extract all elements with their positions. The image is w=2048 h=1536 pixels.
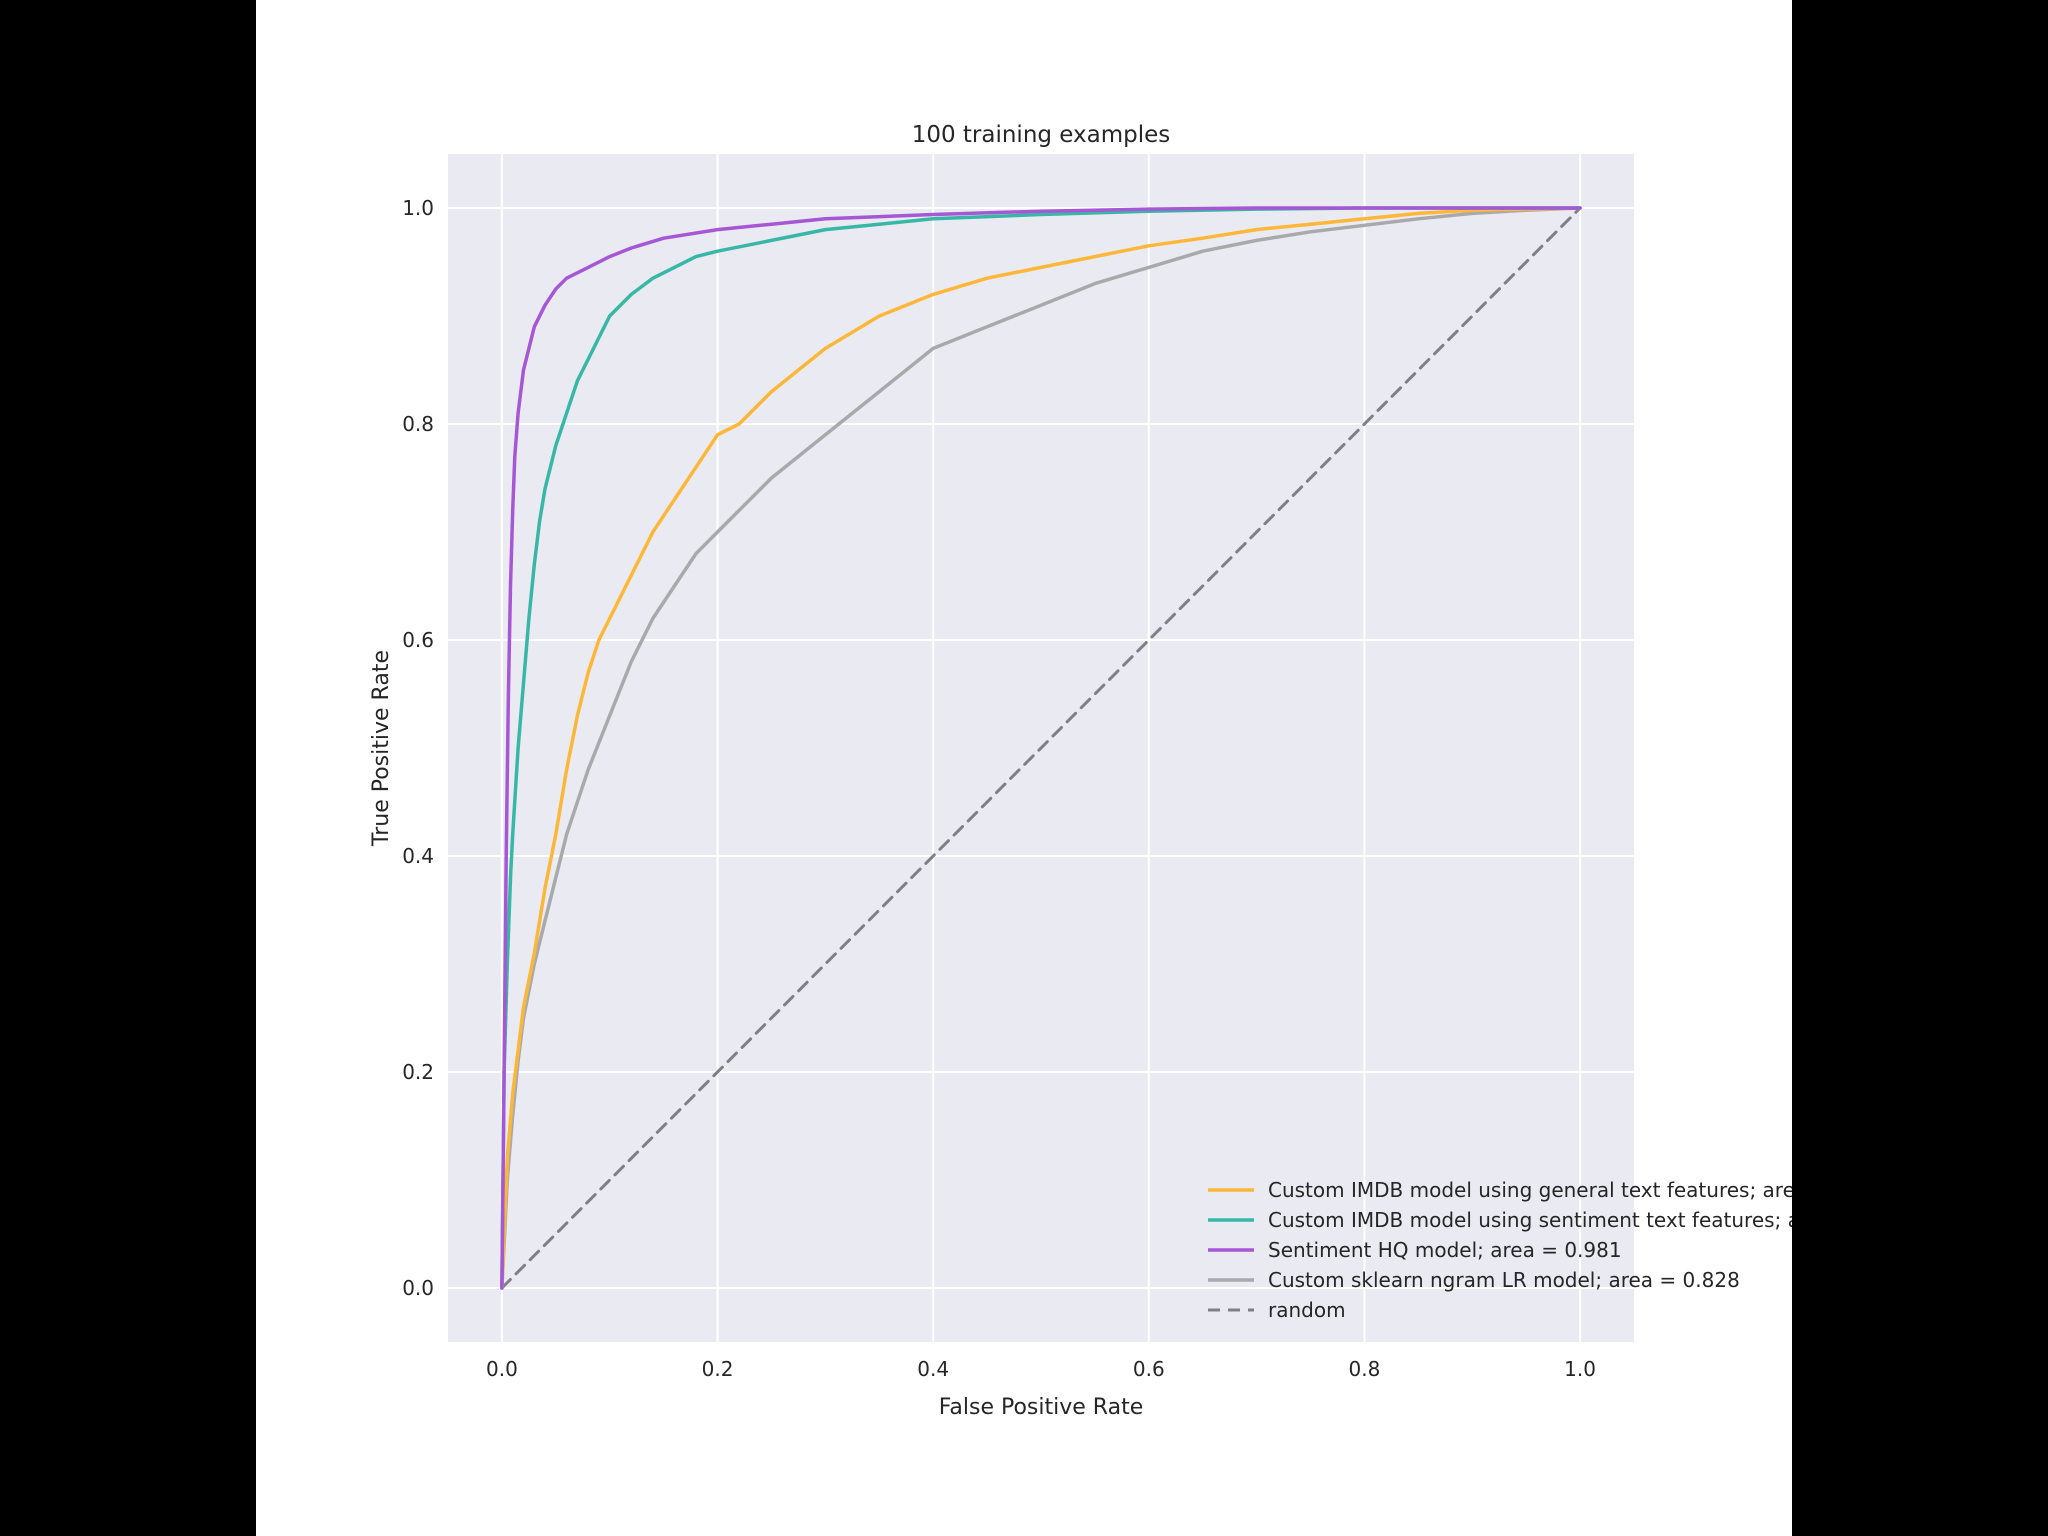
y-tick-label: 0.4 xyxy=(402,844,434,868)
x-tick-label: 0.2 xyxy=(702,1357,734,1381)
x-tick-label: 0.0 xyxy=(486,1357,518,1381)
series-line-3 xyxy=(500,206,1582,1290)
x-tick-label: 0.6 xyxy=(1133,1357,1165,1381)
tick-labels: 0.0 0.2 0.4 0.6 0.8 1.0 0.0 0.2 0.4 0.6 0.8 1.0 xyxy=(402,196,1596,1381)
y-tick-label: 0.6 xyxy=(402,628,434,652)
series-group xyxy=(500,206,1582,1290)
grid xyxy=(448,154,1634,1342)
legend-label-2: Sentiment HQ model; area = 0.981 xyxy=(1268,1238,1622,1262)
chart-title: 100 training examples xyxy=(912,122,1171,148)
y-tick-label: 0.8 xyxy=(402,412,434,436)
legend-label-4: random xyxy=(1268,1298,1346,1322)
roc-chart: 0.0 0.2 0.4 0.6 0.8 1.0 0.0 0.2 0.4 0.6 0.8 1.0 100… xyxy=(369,122,1792,1420)
x-tick-label: 0.8 xyxy=(1349,1357,1381,1381)
series-line-4 xyxy=(500,206,1582,1290)
y-tick-label: 0.2 xyxy=(402,1060,434,1084)
legend-label-3: Custom sklearn ngram LR model; area = 0.… xyxy=(1268,1268,1740,1292)
x-tick-label: 1.0 xyxy=(1564,1357,1596,1381)
y-axis-label: True Positive Rate xyxy=(369,650,394,847)
series-line-2 xyxy=(500,206,1582,1290)
figure: 0.0 0.2 0.4 0.6 0.8 1.0 0.0 0.2 0.4 0.6 0.8 1.0 100… xyxy=(256,0,1792,1536)
legend-label-1: Custom IMDB model using sentiment text f… xyxy=(1268,1208,1792,1232)
legend: Custom IMDB model using general text fea… xyxy=(1208,1178,1792,1322)
x-axis-label: False Positive Rate xyxy=(939,1395,1143,1420)
series-line-1 xyxy=(500,206,1582,1290)
x-tick-label: 0.4 xyxy=(917,1357,949,1381)
legend-label-0: Custom IMDB model using general text fea… xyxy=(1268,1178,1792,1202)
y-tick-label: 1.0 xyxy=(402,196,434,220)
series-line-0 xyxy=(500,206,1582,1290)
y-tick-label: 0.0 xyxy=(402,1276,434,1300)
